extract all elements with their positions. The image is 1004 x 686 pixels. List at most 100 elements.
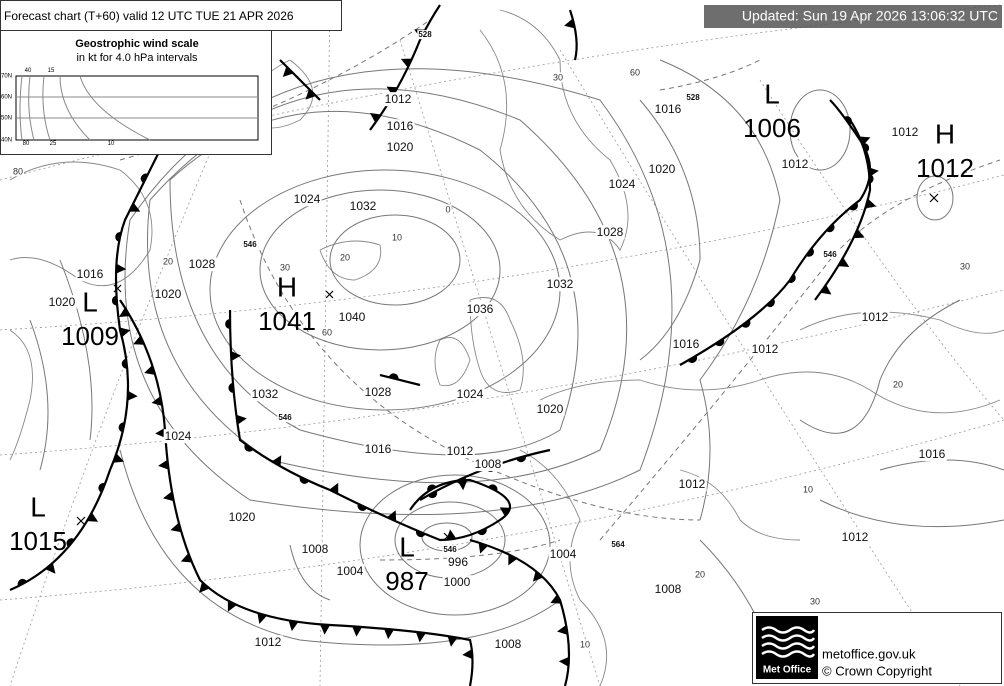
- warm-front-symbol: [98, 483, 106, 493]
- pressure-centres: L 1006 H 1012 H 1041 L 1009 L 1015 L 987: [9, 78, 974, 595]
- coastlines: [9, 9, 1004, 686]
- warm-front-symbol: [111, 295, 118, 306]
- updated-box: [704, 5, 1002, 28]
- isobar-label-bg: [890, 125, 920, 140]
- thickness-label: 528: [686, 93, 700, 102]
- cold-front-symbol: [112, 453, 125, 463]
- cold-front-symbol: [236, 414, 247, 425]
- isobar-label: 1024: [609, 177, 636, 191]
- graticule-label-bg: [278, 262, 292, 273]
- isobar-label: 1004: [550, 547, 577, 561]
- front-line: [379, 373, 421, 387]
- wind-scale-lat: 60N: [1, 95, 12, 101]
- isobar-label-bg: [335, 564, 365, 579]
- warm-front-symbol: [427, 490, 438, 499]
- isobar-label-bg: [163, 429, 193, 444]
- cold-front-symbol: [271, 455, 282, 467]
- graticule-label-bg: [390, 232, 404, 243]
- isobar-label-bg: [187, 257, 217, 272]
- centre-markers: [76, 193, 939, 541]
- cold-front-symbol: [462, 649, 473, 660]
- isobar-label: 1016: [365, 442, 392, 456]
- isobar-label-bg: [75, 267, 105, 282]
- isobar-label: 1012: [255, 635, 282, 649]
- cold-front-symbol: [532, 570, 544, 582]
- warm-front-symbol: [228, 382, 234, 393]
- warm-front-symbol: [17, 578, 27, 587]
- front-line: [119, 299, 474, 686]
- isobar-label: 1008: [302, 542, 329, 556]
- centre-pressure: 1041: [258, 306, 316, 336]
- isobar-label: 1012: [862, 310, 889, 324]
- thickness-label: 546: [243, 240, 257, 249]
- isobar-label-bg: [465, 302, 495, 317]
- warm-front-symbol: [118, 422, 125, 433]
- wind-scale-lat: 50N: [1, 116, 12, 122]
- graticule-label-bg: [11, 166, 25, 177]
- cold-front-symbol: [305, 88, 317, 100]
- cold-front-symbol: [170, 522, 182, 533]
- cold-front-symbol: [144, 365, 156, 375]
- site-link[interactable]: metoffice.gov.uk: [822, 646, 916, 661]
- isobar-label-bg: [677, 477, 707, 492]
- wind-scale-bottom: 25: [50, 141, 57, 147]
- isobar-label: 1024: [294, 192, 321, 206]
- isobar-label-bg: [455, 387, 485, 402]
- isobar-label-bg: [446, 555, 470, 570]
- isobar-label-bg: [348, 199, 378, 214]
- graticule-label-bg: [578, 639, 592, 650]
- wind-scale-title: Geostrophic wind scale: [75, 38, 198, 50]
- graticule-label-bg: [801, 484, 815, 495]
- isobar-label-bg: [545, 277, 575, 292]
- updated-time: Updated: Sun 19 Apr 2026 13:06:32 UTC: [742, 8, 998, 24]
- isobar-label: 1032: [547, 277, 574, 291]
- front-line: [279, 59, 321, 101]
- isobar-label: 1004: [337, 564, 364, 578]
- isobar-label: 1028: [597, 225, 624, 239]
- centre-pressure: 1012: [916, 153, 974, 183]
- isobar-label-bg: [47, 295, 77, 310]
- warm-front-symbol: [862, 143, 870, 153]
- cold-front-symbol: [478, 542, 489, 554]
- warm-front-symbol: [477, 528, 487, 536]
- isobar-label: 1008: [655, 582, 682, 596]
- cold-front-symbol: [508, 554, 518, 566]
- thickness-label: 546: [823, 250, 837, 259]
- wind-scale-bottom: 80: [23, 141, 30, 147]
- isobar-label-bg: [337, 310, 367, 325]
- isobar-label: 1016: [919, 447, 946, 461]
- isobar-label-bg: [300, 542, 330, 557]
- warm-front-symbol: [488, 484, 498, 492]
- warm-front-symbol: [788, 273, 796, 284]
- cold-front-symbol: [180, 553, 193, 563]
- isobar-label: 1020: [387, 140, 414, 154]
- graticule-label: 0: [445, 204, 450, 214]
- graticule-label: 60: [322, 327, 332, 337]
- isobar-label: 1024: [165, 429, 192, 443]
- cold-front-symbol: [257, 612, 267, 624]
- centre-type: L: [764, 78, 780, 109]
- graticule-label-bg: [161, 256, 175, 267]
- warm-front-symbol: [456, 476, 466, 484]
- isobar-label: 1036: [467, 302, 494, 316]
- isobar-label: 1024: [457, 387, 484, 401]
- thickness-label-bg: [242, 240, 259, 250]
- thickness-label-bg: [685, 93, 702, 103]
- graticule-label: 30: [553, 72, 563, 82]
- graticule-label-bg: [320, 327, 334, 338]
- cold-front-symbol: [129, 202, 141, 212]
- cold-front-symbol: [400, 58, 413, 68]
- isobar-label-bg: [595, 225, 625, 240]
- isobar-label-bg: [671, 337, 701, 352]
- cold-front-symbol: [133, 335, 145, 345]
- graticule-label-bg: [958, 261, 972, 272]
- cold-front-symbol: [447, 636, 458, 647]
- centre-type: L: [399, 531, 415, 562]
- isobar-label-bg: [250, 387, 280, 402]
- graticule-label-bg: [628, 67, 642, 78]
- cold-front-symbol: [499, 507, 510, 517]
- graticule-label-bg: [444, 204, 452, 215]
